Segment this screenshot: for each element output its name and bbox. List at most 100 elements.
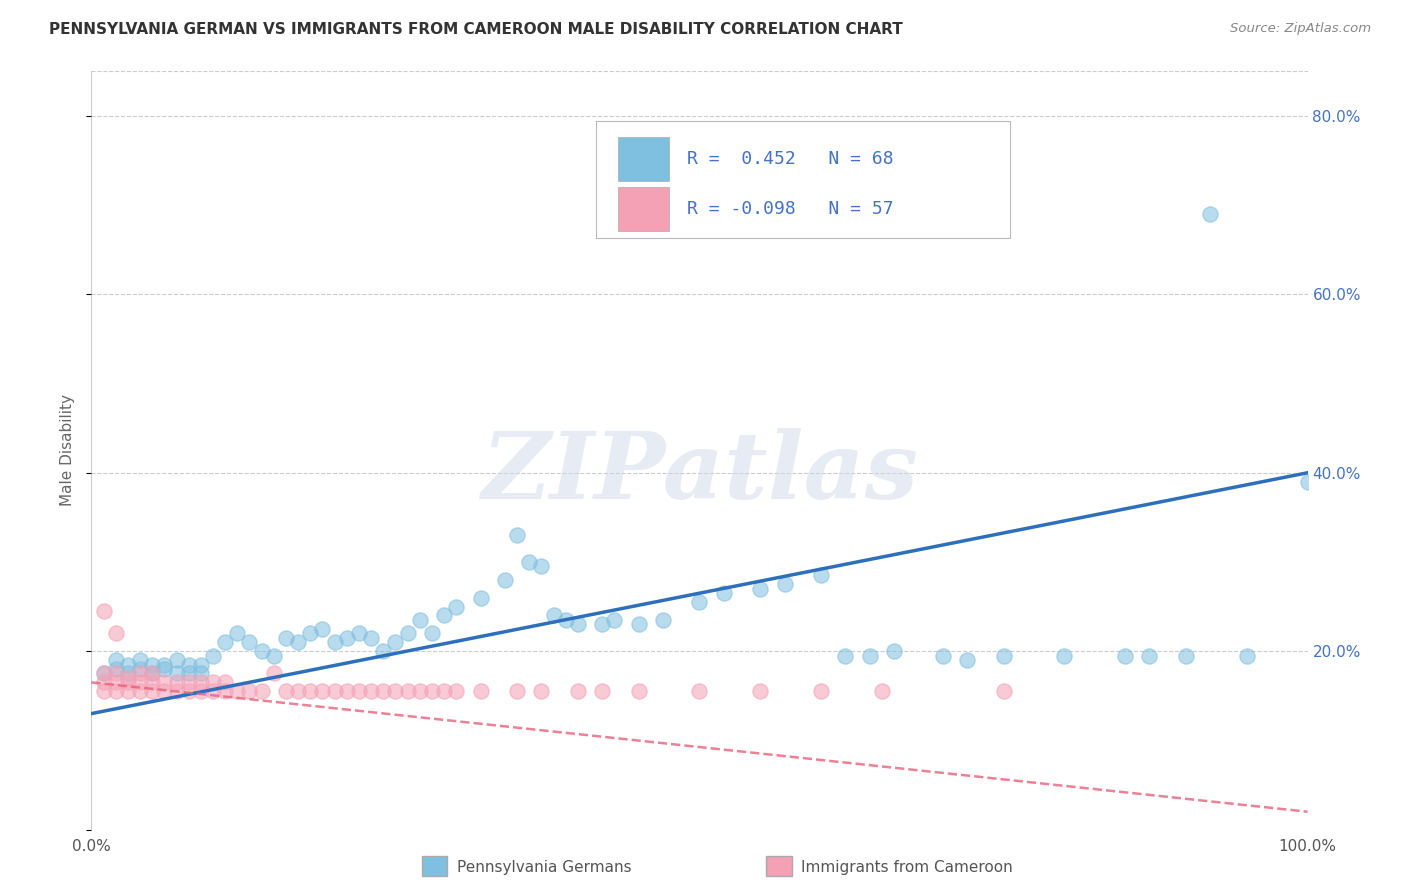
- Point: [530, 684, 553, 698]
- Point: [287, 635, 309, 649]
- Point: [870, 684, 893, 698]
- Point: [931, 648, 953, 663]
- Point: [591, 617, 613, 632]
- Point: [238, 684, 260, 698]
- Point: [652, 613, 675, 627]
- Point: [396, 626, 419, 640]
- Point: [1236, 648, 1258, 663]
- Point: [202, 675, 225, 690]
- Point: [347, 684, 370, 698]
- Point: [263, 648, 285, 663]
- Point: [433, 684, 456, 698]
- Point: [299, 684, 322, 698]
- Point: [177, 666, 200, 681]
- Point: [117, 671, 139, 685]
- Point: [883, 644, 905, 658]
- Point: [530, 559, 553, 574]
- Point: [420, 684, 443, 698]
- Point: [226, 626, 249, 640]
- Point: [190, 675, 212, 690]
- Point: [993, 684, 1015, 698]
- Point: [214, 684, 236, 698]
- Point: [129, 666, 152, 681]
- Point: [773, 577, 796, 591]
- Point: [311, 684, 333, 698]
- Text: ZIPatlas: ZIPatlas: [481, 428, 918, 518]
- Point: [299, 626, 322, 640]
- Point: [603, 613, 626, 627]
- Point: [274, 631, 297, 645]
- Point: [810, 568, 832, 582]
- Point: [141, 657, 163, 672]
- Point: [153, 675, 176, 690]
- Point: [274, 684, 297, 698]
- Point: [166, 675, 188, 690]
- Point: [336, 631, 359, 645]
- Point: [749, 684, 772, 698]
- Point: [153, 657, 176, 672]
- Point: [141, 666, 163, 681]
- Point: [93, 684, 115, 698]
- Point: [713, 586, 735, 600]
- Point: [859, 648, 882, 663]
- Point: [177, 657, 200, 672]
- Point: [238, 635, 260, 649]
- Point: [141, 675, 163, 690]
- Point: [177, 675, 200, 690]
- Point: [1199, 207, 1222, 221]
- Point: [373, 644, 395, 658]
- Point: [688, 595, 710, 609]
- Y-axis label: Male Disability: Male Disability: [59, 394, 75, 507]
- Point: [567, 617, 589, 632]
- Point: [129, 662, 152, 676]
- Point: [202, 684, 225, 698]
- Point: [166, 684, 188, 698]
- Point: [396, 684, 419, 698]
- Point: [554, 613, 576, 627]
- Point: [129, 675, 152, 690]
- Point: [129, 653, 152, 667]
- Point: [93, 675, 115, 690]
- Point: [190, 657, 212, 672]
- Point: [93, 604, 115, 618]
- Point: [117, 657, 139, 672]
- Text: Source: ZipAtlas.com: Source: ZipAtlas.com: [1230, 22, 1371, 36]
- Point: [384, 684, 406, 698]
- Point: [810, 684, 832, 698]
- Point: [1175, 648, 1198, 663]
- Point: [470, 684, 492, 698]
- Point: [250, 684, 273, 698]
- Point: [956, 653, 979, 667]
- Text: R = -0.098   N = 57: R = -0.098 N = 57: [688, 201, 894, 219]
- Point: [494, 573, 516, 587]
- Point: [141, 684, 163, 698]
- Point: [93, 666, 115, 681]
- Point: [1114, 648, 1136, 663]
- Point: [409, 613, 432, 627]
- Point: [323, 684, 346, 698]
- FancyBboxPatch shape: [619, 137, 669, 181]
- Point: [226, 684, 249, 698]
- Text: Immigrants from Cameroon: Immigrants from Cameroon: [801, 860, 1014, 874]
- Point: [93, 666, 115, 681]
- Point: [543, 608, 565, 623]
- FancyBboxPatch shape: [596, 120, 1010, 238]
- Point: [104, 666, 127, 681]
- Point: [591, 684, 613, 698]
- Point: [214, 635, 236, 649]
- FancyBboxPatch shape: [619, 186, 669, 230]
- Point: [166, 653, 188, 667]
- Point: [444, 684, 467, 698]
- Point: [360, 631, 382, 645]
- Point: [347, 626, 370, 640]
- Point: [323, 635, 346, 649]
- Point: [153, 684, 176, 698]
- Point: [373, 684, 395, 698]
- Point: [104, 675, 127, 690]
- Point: [117, 666, 139, 681]
- Point: [1053, 648, 1076, 663]
- Point: [287, 684, 309, 698]
- Point: [104, 626, 127, 640]
- Point: [153, 662, 176, 676]
- Point: [506, 528, 529, 542]
